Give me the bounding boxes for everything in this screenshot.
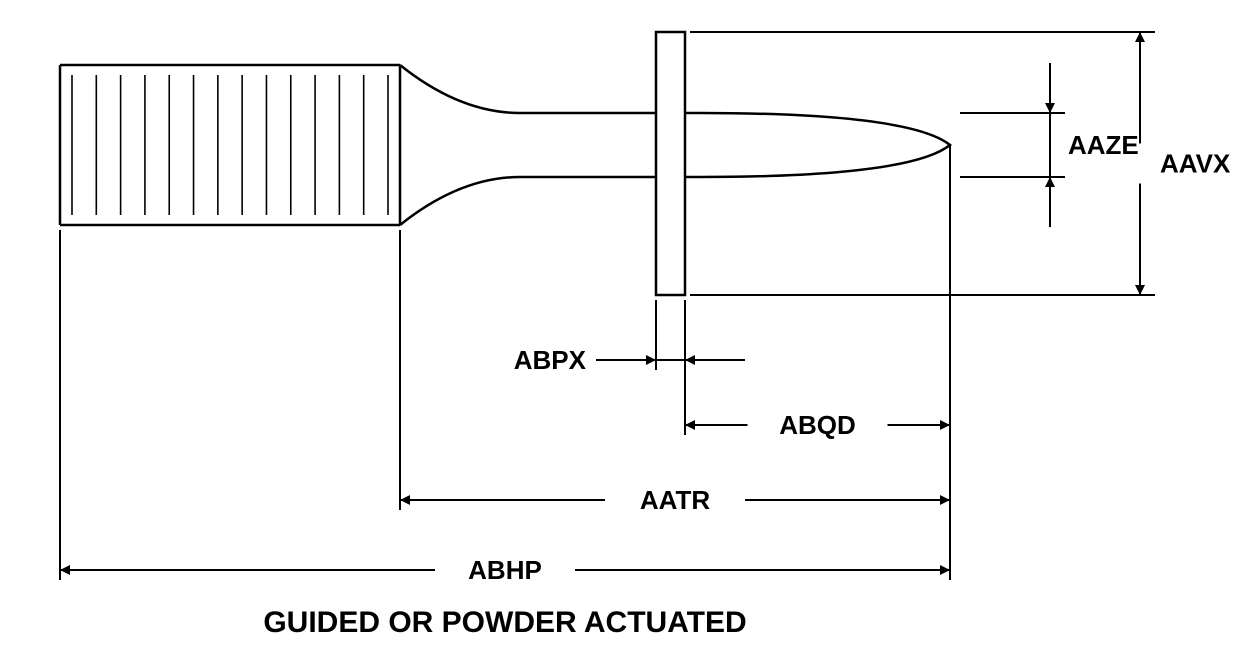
svg-text:ABPX: ABPX bbox=[514, 345, 587, 375]
svg-text:ABQD: ABQD bbox=[779, 410, 856, 440]
svg-text:AATR: AATR bbox=[640, 485, 711, 515]
svg-text:GUIDED OR POWDER ACTUATED: GUIDED OR POWDER ACTUATED bbox=[263, 606, 746, 639]
svg-text:AAZE: AAZE bbox=[1068, 130, 1139, 160]
svg-text:AAVX: AAVX bbox=[1160, 149, 1231, 179]
technical-drawing: AAVX AAZE ABPX ABQD AATR ABHP GUIDED OR POWDER… bbox=[0, 0, 1257, 656]
svg-text:ABHP: ABHP bbox=[468, 555, 542, 585]
